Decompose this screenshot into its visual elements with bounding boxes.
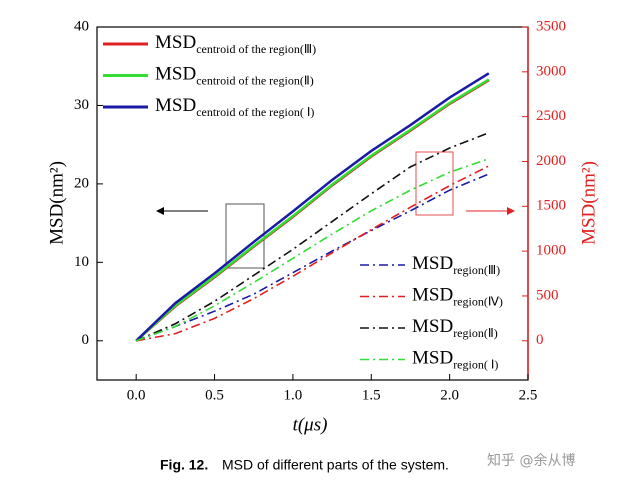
legend-label: MSDcentroid of the region( Ⅰ)	[155, 95, 314, 118]
x-tick-label: 2.5	[519, 387, 538, 403]
arrow-head	[156, 207, 164, 215]
x-tick-label: 1.5	[362, 387, 381, 403]
arrow-head	[507, 207, 515, 215]
y2-tick-label: 1500	[536, 198, 566, 214]
series-line	[135, 158, 490, 342]
series-line	[135, 132, 490, 342]
watermark: 知乎 @余从博	[487, 452, 575, 469]
y2-tick-label: 3500	[536, 18, 566, 34]
y-axis-label: MSD(nm²)	[46, 161, 67, 245]
series-line	[136, 165, 490, 342]
legend-label: MSDregion(Ⅳ)	[412, 285, 503, 308]
y2-tick-label: 2000	[536, 153, 566, 169]
legend-label: MSDcentroid of the region(Ⅱ)	[155, 64, 314, 87]
caption-label: Fig. 12.	[160, 457, 208, 473]
x-tick-label: 0.0	[127, 387, 146, 403]
series-line	[135, 78, 490, 342]
series-line	[135, 72, 490, 342]
y2-tick-label: 0	[536, 332, 544, 348]
x-tick-label: 1.0	[284, 387, 303, 403]
series-line	[135, 173, 490, 342]
y-tick-label: 0	[82, 332, 90, 348]
y2-axis-label: MSD(nm²)	[578, 161, 599, 245]
y2-tick-label: 3000	[536, 63, 566, 79]
y-tick-label: 30	[74, 97, 89, 113]
y2-tick-label: 500	[536, 287, 559, 303]
x-axis-label: t(μs)	[293, 414, 328, 435]
y-tick-label: 40	[74, 18, 89, 34]
x-tick-label: 0.5	[205, 387, 224, 403]
caption-text: MSD of different parts of the system.	[222, 457, 449, 473]
x-tick-label: 2.0	[440, 387, 459, 403]
y2-tick-label: 1000	[536, 243, 566, 259]
y-tick-label: 10	[74, 254, 89, 270]
y-tick-label: 20	[74, 175, 89, 191]
y2-tick-label: 2500	[536, 108, 566, 124]
highlight-box	[225, 203, 265, 269]
legend-label: MSDcentroid of the region(Ⅲ)	[155, 32, 316, 55]
legend-label: MSDregion(Ⅲ)	[412, 253, 500, 276]
legend-label: MSDregion(Ⅱ)	[412, 316, 498, 339]
legend-label: MSDregion( Ⅰ)	[412, 348, 498, 371]
